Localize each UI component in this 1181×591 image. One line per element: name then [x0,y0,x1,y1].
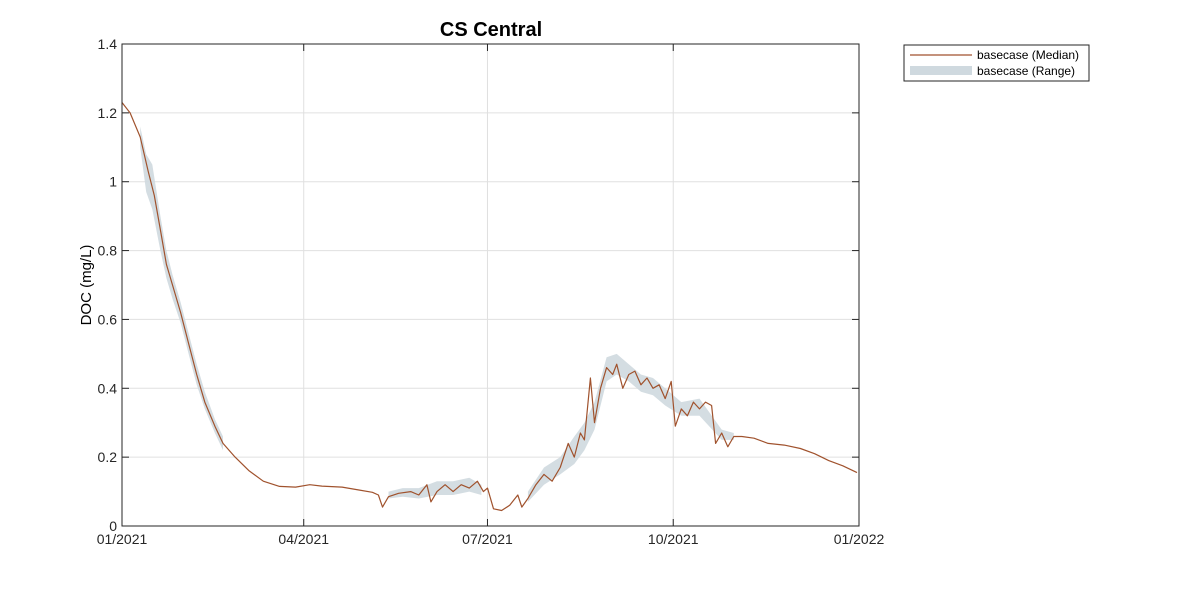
y-tick-label: 0 [109,518,117,534]
y-tick-label: 0.2 [98,449,118,465]
median-series-line [121,102,858,512]
x-tick-label: 01/2022 [834,531,885,547]
legend-range-swatch [910,66,972,75]
y-tick-label: 0.6 [98,311,118,327]
chart-title: CS Central [440,19,542,41]
x-tick-label: 04/2021 [278,531,329,547]
y-tick-label: 1.4 [98,36,118,52]
range-band-segment [388,477,482,499]
median-line [121,102,858,512]
plot-frame [121,43,860,527]
legend-range-label: basecase (Range) [977,64,1075,78]
legend-median-label: basecase (Median) [977,48,1079,62]
plot-area [122,44,859,526]
range-band [140,126,734,502]
x-tick-label: 01/2021 [97,531,148,547]
y-tick-label: 0.8 [98,243,118,259]
y-tick-label: 1 [109,174,117,190]
y-tick-label: 1.2 [98,105,118,121]
x-tick-label: 07/2021 [462,531,513,547]
x-tick-label: 10/2021 [648,531,699,547]
range-band-segment [140,126,223,451]
y-tick-label: 0.4 [98,380,118,396]
legend: basecase (Median) basecase (Range) [903,44,1090,82]
axis-ticks: 0 0.2 0.4 0.6 0.8 1 1.2 1.4 01/2021 04/2021 07/202… [97,36,885,547]
y-axis-label: DOC (mg/L) [78,245,95,326]
